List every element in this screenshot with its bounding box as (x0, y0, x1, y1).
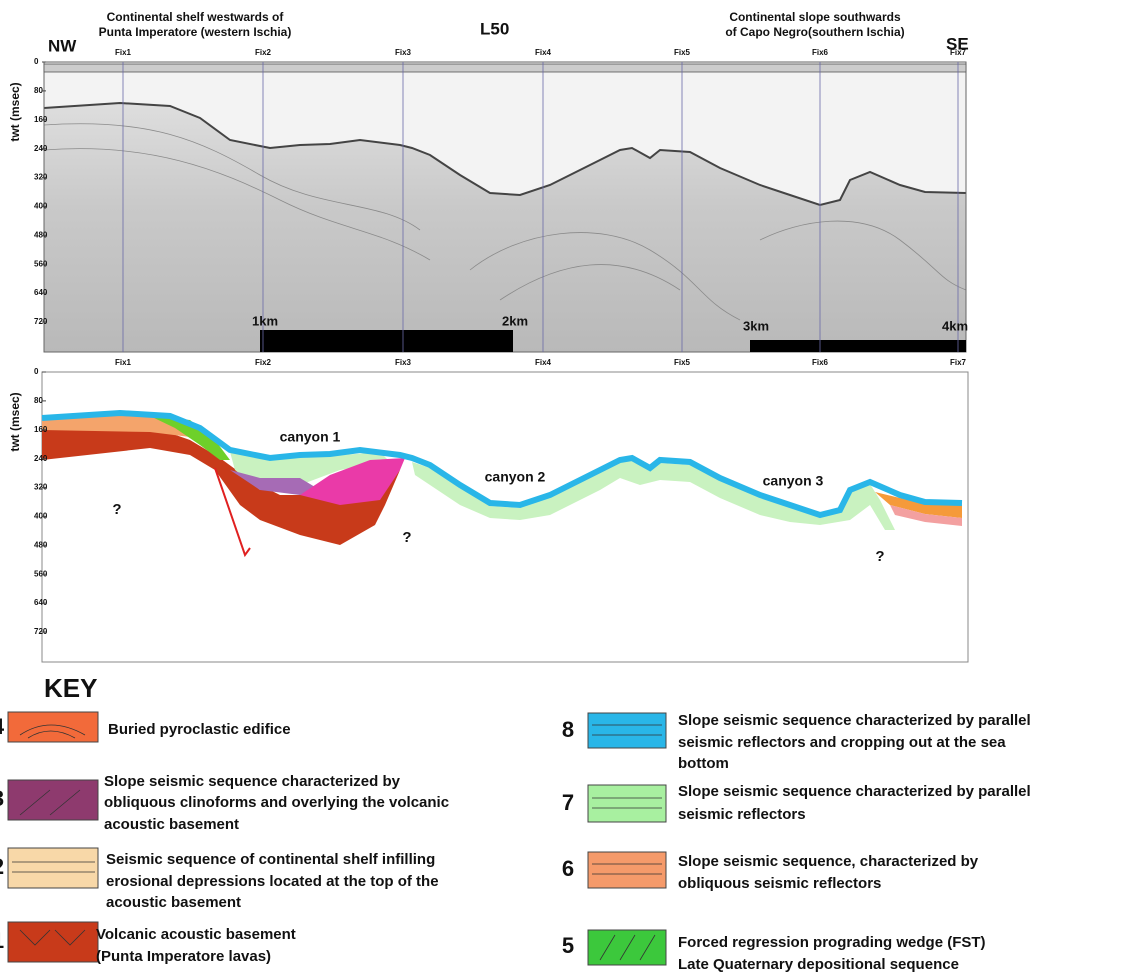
caption: Continental shelf westwards of (107, 10, 285, 24)
key-number: 1 (0, 928, 4, 953)
key-text: Seismic sequence of continental shelf in… (106, 851, 435, 868)
header-strip (44, 64, 966, 72)
unknown-mark: ? (875, 548, 884, 565)
key-text: Forced regression prograding wedge (FST) (678, 934, 986, 951)
swatch-2 (8, 848, 98, 888)
key-text: Slope seismic sequence, characterized by (678, 853, 979, 870)
unknown-mark: ? (112, 501, 121, 518)
fix-label: Fix6 (812, 48, 829, 57)
tick-label: 0 (34, 367, 39, 376)
key-number: 4 (0, 714, 5, 739)
key-number: 5 (562, 933, 574, 958)
key-number: 2 (0, 854, 4, 879)
direction: NW (48, 36, 77, 55)
page: L50 Continental shelf westwards ofPunta I… (0, 0, 1126, 975)
scale-label: 3km (743, 318, 769, 333)
fix-label: Fix6 (812, 358, 829, 367)
annotation: canyon 1 (280, 429, 341, 445)
key-title: KEY (44, 673, 97, 703)
fix-label: Fix3 (395, 48, 412, 57)
key-text: bottom (678, 755, 729, 772)
scale-label: 2km (502, 313, 528, 328)
key-number: 3 (0, 786, 4, 811)
fix-label: Fix1 (115, 48, 132, 57)
fix-label: Fix5 (674, 48, 691, 57)
key-text: Slope seismic sequence characterized by (104, 773, 401, 790)
fix-label: Fix7 (950, 48, 967, 57)
caption: Continental slope southwards (729, 10, 901, 24)
swatch-patterns (12, 725, 662, 960)
unknown-mark: ? (402, 529, 411, 546)
swatch-4 (8, 712, 98, 742)
key-text: seismic reflectors and cropping out at t… (678, 734, 1006, 751)
swatch-1 (8, 922, 98, 962)
figure: L50 Continental shelf westwards ofPunta I… (0, 0, 1126, 975)
key-text: acoustic basement (104, 816, 239, 833)
key-text: (Punta Imperatore lavas) (96, 948, 271, 965)
fix-label: Fix5 (674, 358, 691, 367)
fix-label: Fix7 (950, 358, 967, 367)
swatch-7 (588, 785, 666, 822)
scale-label: 1km (252, 313, 278, 328)
swatch-6 (588, 852, 666, 888)
key-text: Volcanic acoustic basement (96, 926, 296, 943)
annotation: canyon 2 (485, 469, 546, 485)
key-text: obliquous clinoforms and overlying the v… (104, 794, 449, 811)
key-text: acoustic basement (106, 894, 241, 911)
fix-label: Fix3 (395, 358, 412, 367)
key-number: 6 (562, 856, 574, 881)
key-text: Slope seismic sequence characterized by … (678, 783, 1031, 800)
scale-label: 4km (942, 318, 968, 333)
fix-label: Fix4 (535, 358, 552, 367)
key-text: seismic reflectors (678, 806, 806, 823)
caption: Punta Imperatore (western Ischia) (99, 25, 292, 39)
profile-label: L50 (480, 19, 509, 38)
annotation: canyon 3 (763, 473, 824, 489)
key-text: Late Quaternary depositional sequence (678, 956, 959, 973)
key-text: Buried pyroclastic edifice (108, 721, 291, 738)
key-text: obliquous seismic reflectors (678, 875, 881, 892)
fix-label: Fix4 (535, 48, 552, 57)
swatch-8 (588, 713, 666, 748)
key-text: Slope seismic sequence characterized by … (678, 712, 1031, 729)
axis-label: twt (msec) (8, 82, 22, 141)
key-number: 7 (562, 790, 574, 815)
fix-label: Fix1 (115, 358, 132, 367)
scale-bar (260, 330, 513, 352)
fix-label: Fix2 (255, 48, 272, 57)
axis-label: twt (msec) (8, 392, 22, 451)
fix-label: Fix2 (255, 358, 272, 367)
scale-bar (750, 340, 966, 352)
caption: of Capo Negro(southern Ischia) (725, 25, 904, 39)
key-text: erosional depressions located at the top… (106, 873, 439, 890)
tick-label: 0 (34, 57, 39, 66)
key-number: 8 (562, 717, 574, 742)
